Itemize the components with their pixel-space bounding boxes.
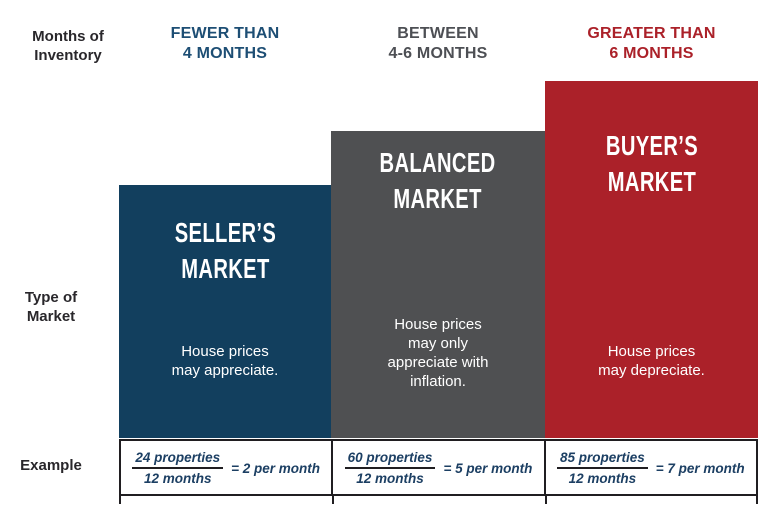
balanced-market-bar: BALANCED MARKET House prices may only ap… [331, 131, 545, 438]
row-label-example: Example [20, 457, 82, 474]
sellers-market-bar: SELLER’S MARKET House prices may appreci… [119, 185, 331, 438]
fraction-denominator: 12 months [568, 470, 637, 486]
example-cell-balanced: 60 properties 12 months = 5 per month [331, 441, 543, 494]
buyers-market-bar: BUYER’S MARKET House prices may deprecia… [545, 81, 758, 438]
table-divider-stub [332, 494, 334, 504]
fraction-denominator: 12 months [356, 470, 424, 486]
buyers-market-description: House prices may depreciate. [598, 343, 705, 379]
sellers-market-description: House prices may appreciate. [171, 343, 279, 379]
column-header-fewer-than-4-months: FEWER THAN 4 MONTHS [170, 25, 280, 62]
example-fraction-balanced: 60 properties 12 months [344, 450, 436, 486]
example-result: = 5 per month [443, 461, 533, 476]
example-result: = 7 per month [655, 461, 745, 476]
buyers-market-title-text: BUYER’S MARKET [605, 130, 698, 197]
example-cell-sellers: 24 properties 12 months = 2 per month [121, 441, 331, 494]
column-header-between-4-6-months: BETWEEN 4-6 MONTHS [388, 25, 488, 62]
example-fraction-sellers: 24 properties 12 months [132, 450, 224, 486]
example-fraction-buyers: 85 properties 12 months [556, 450, 648, 486]
balanced-market-title: BALANCED MARKET [331, 145, 545, 217]
sellers-market-title-text: SELLER’S MARKET [174, 217, 276, 284]
fraction-denominator: 12 months [143, 470, 212, 486]
example-result: = 2 per month [231, 461, 320, 476]
fraction-numerator: 85 properties [556, 450, 648, 469]
balanced-market-description: House prices may only appreciate with in… [387, 316, 489, 390]
row-label-type-of-market: Type of Market [24, 289, 78, 325]
balanced-market-title-text: BALANCED MARKET [379, 147, 496, 214]
table-divider-stub [756, 494, 758, 504]
example-cell-buyers: 85 properties 12 months = 7 per month [543, 441, 756, 494]
table-divider-stub [119, 494, 121, 504]
row-label-months-of-inventory: Months of Inventory [32, 28, 104, 64]
column-header-greater-than-6-months: GREATER THAN 6 MONTHS [587, 25, 716, 62]
fraction-numerator: 60 properties [344, 450, 436, 469]
sellers-market-title: SELLER’S MARKET [119, 215, 331, 287]
example-row: 24 properties 12 months = 2 per month 60… [119, 439, 758, 496]
fraction-numerator: 24 properties [132, 450, 224, 469]
table-divider-stub [545, 494, 547, 504]
buyers-market-title: BUYER’S MARKET [545, 128, 758, 200]
